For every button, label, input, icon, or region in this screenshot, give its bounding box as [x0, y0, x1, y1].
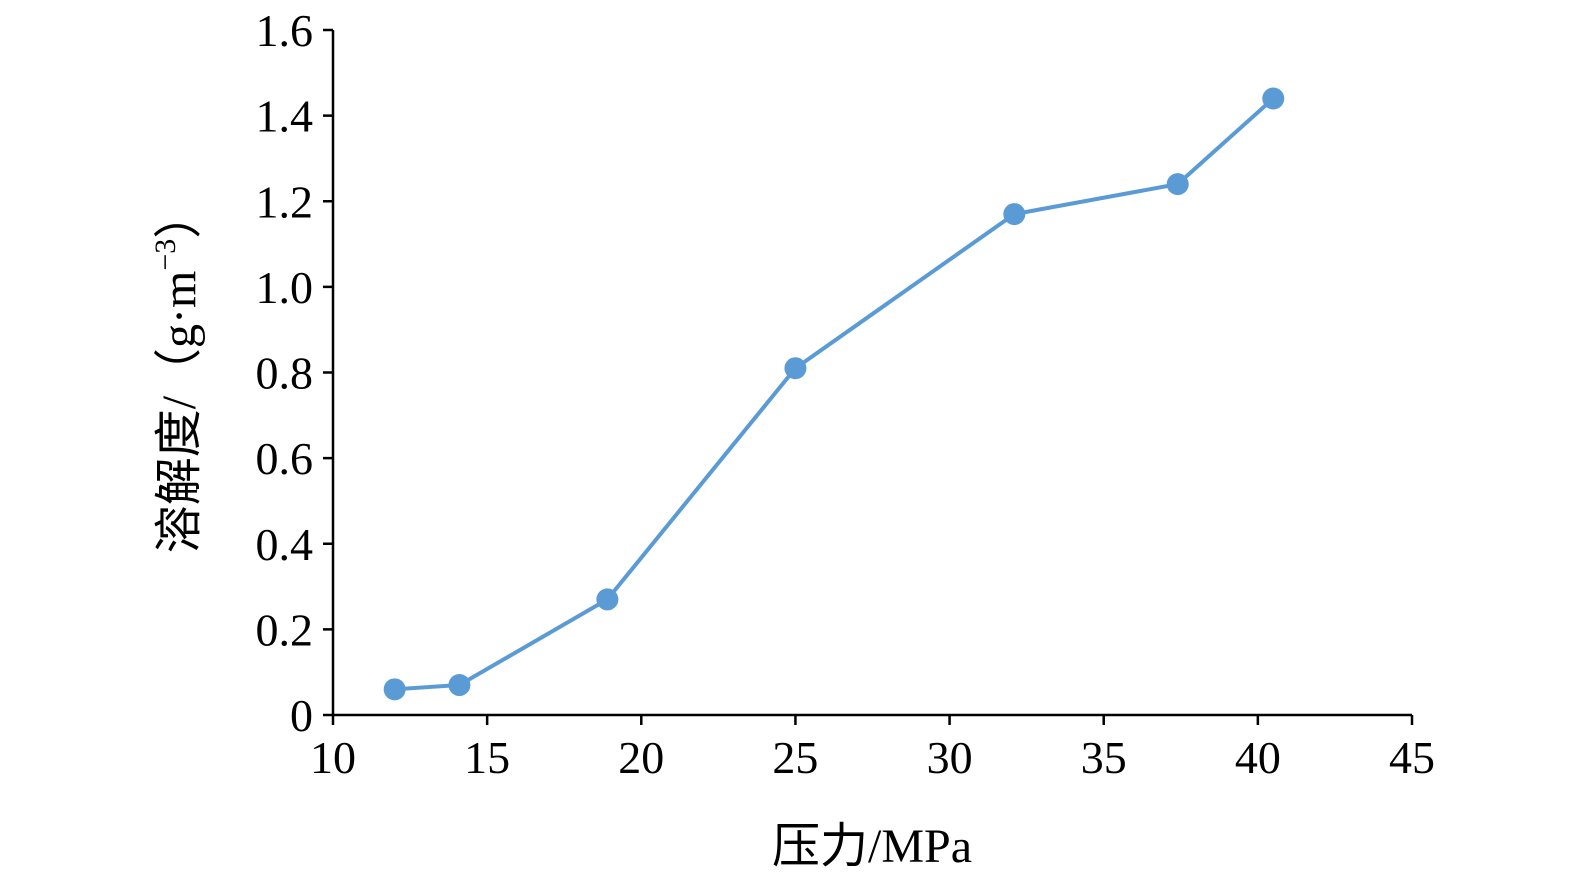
y-tick-label: 1.0 — [256, 262, 314, 313]
x-tick-label: 10 — [310, 732, 356, 783]
y-axis-title-superscript: −3 — [149, 239, 182, 271]
x-axis-title: 压力/MPa — [772, 820, 972, 873]
data-point — [1003, 203, 1026, 226]
y-axis-title: 溶解度/（g·m−3） — [149, 191, 206, 554]
plot-area — [383, 87, 1285, 701]
data-point — [784, 357, 807, 380]
data-point — [383, 678, 406, 701]
x-tick-label: 20 — [618, 732, 664, 783]
y-axis-ticks: 0 0.2 0.4 0.6 0.8 1.0 1.2 1.4 1.6 — [256, 5, 333, 741]
y-tick-label: 1.6 — [256, 5, 314, 56]
data-point — [1166, 173, 1189, 196]
data-point — [448, 674, 471, 697]
x-tick-label: 15 — [464, 732, 510, 783]
y-tick-label: 0.2 — [256, 604, 314, 655]
x-tick-label: 30 — [927, 732, 973, 783]
y-axis-title-main: 溶解度/（g·m — [153, 271, 206, 554]
y-tick-label: 0 — [290, 690, 313, 741]
x-axis-ticks: 10 15 20 25 30 35 40 45 — [310, 715, 1435, 783]
y-tick-label: 1.2 — [256, 176, 314, 227]
x-tick-label: 45 — [1389, 732, 1435, 783]
series-line — [394, 97, 1275, 692]
data-point — [596, 588, 619, 611]
y-tick-label: 1.4 — [256, 91, 314, 142]
x-tick-label: 40 — [1235, 732, 1281, 783]
y-tick-label: 0.6 — [256, 433, 314, 484]
data-point — [1262, 87, 1285, 110]
y-tick-label: 0.4 — [256, 519, 314, 570]
x-tick-label: 35 — [1081, 732, 1127, 783]
y-axis-title-close: ） — [153, 191, 206, 239]
y-tick-label: 0.8 — [256, 348, 314, 399]
x-tick-label: 25 — [772, 732, 818, 783]
